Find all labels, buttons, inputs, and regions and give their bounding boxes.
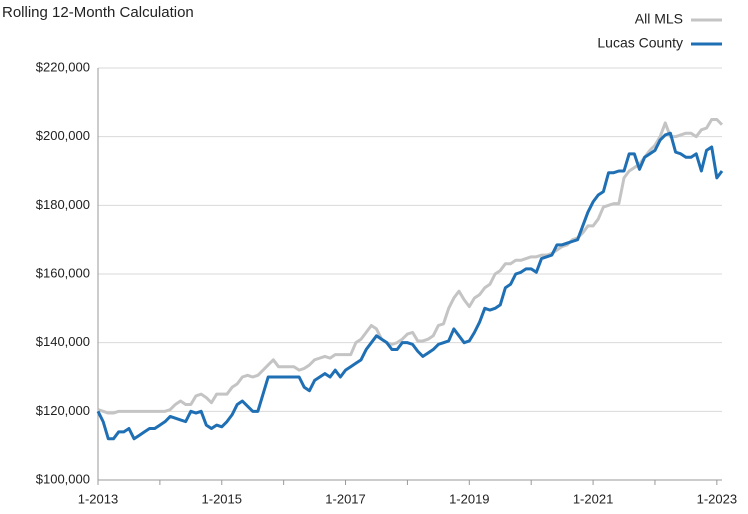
y-tick-label: $180,000 bbox=[36, 197, 90, 212]
y-tick-label: $220,000 bbox=[36, 59, 90, 74]
x-tick-label: 1-2023 bbox=[697, 491, 737, 506]
y-tick-label: $160,000 bbox=[36, 265, 90, 280]
y-tick-label: $120,000 bbox=[36, 403, 90, 418]
y-tick-label: $140,000 bbox=[36, 334, 90, 349]
chart-title: Rolling 12-Month Calculation bbox=[2, 4, 194, 21]
y-tick-label: $100,000 bbox=[36, 471, 90, 486]
legend-label: All MLS bbox=[635, 11, 683, 27]
y-tick-label: $200,000 bbox=[36, 128, 90, 143]
x-tick-label: 1-2019 bbox=[449, 491, 489, 506]
series-line bbox=[96, 131, 724, 441]
x-tick-label: 1-2013 bbox=[78, 491, 118, 506]
legend-label: Lucas County bbox=[597, 35, 683, 51]
x-tick-label: 1-2021 bbox=[573, 491, 613, 506]
series-line bbox=[97, 118, 724, 415]
x-tick-label: 1-2017 bbox=[325, 491, 365, 506]
x-tick-label: 1-2015 bbox=[202, 491, 242, 506]
